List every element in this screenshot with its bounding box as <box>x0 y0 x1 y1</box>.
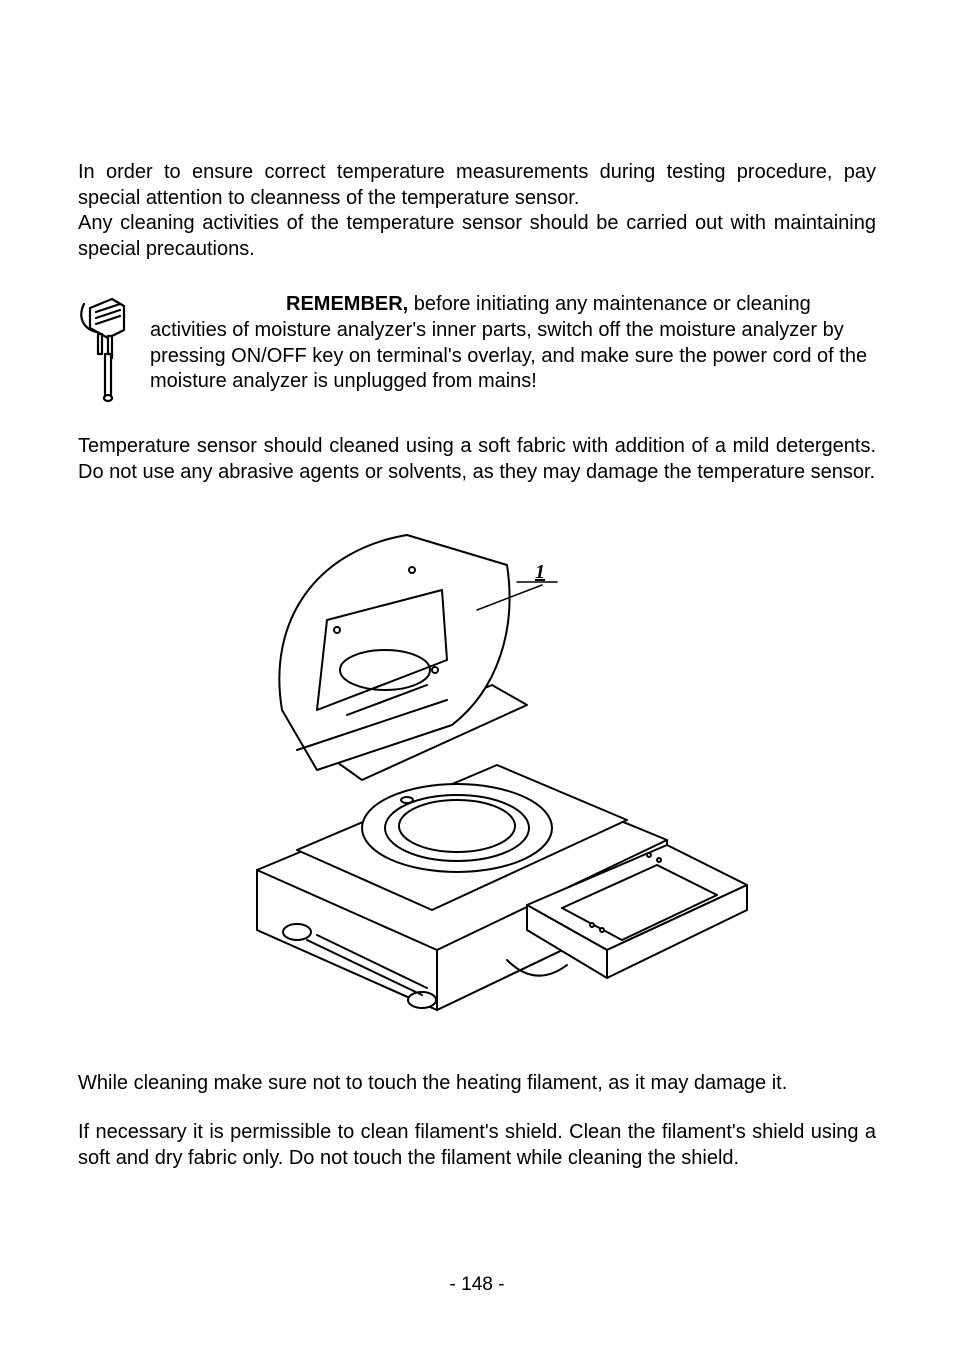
remember-lead: REMEMBER, <box>286 293 408 315</box>
remember-text: REMEMBER, before initiating any maintena… <box>144 292 876 394</box>
remember-block: REMEMBER, before initiating any maintena… <box>78 292 876 404</box>
paragraph-intro-2: Any cleaning activities of the temperatu… <box>78 211 876 262</box>
page-number: - 148 - <box>0 1274 954 1296</box>
figure-callout-1: 1 <box>535 561 545 583</box>
paragraph-shield: If necessary it is permissible to clean … <box>78 1120 876 1171</box>
paragraph-fabric: Temperature sensor should cleaned using … <box>78 434 876 485</box>
moisture-analyzer-diagram: 1 <box>197 510 757 1035</box>
paragraph-filament: While cleaning make sure not to touch th… <box>78 1071 876 1097</box>
remember-body: before initiating any maintenance or cle… <box>150 293 867 392</box>
paragraph-intro-1: In order to ensure correct temperature m… <box>78 160 876 211</box>
power-plug-icon <box>78 294 144 404</box>
page: In order to ensure correct temperature m… <box>0 0 954 1350</box>
